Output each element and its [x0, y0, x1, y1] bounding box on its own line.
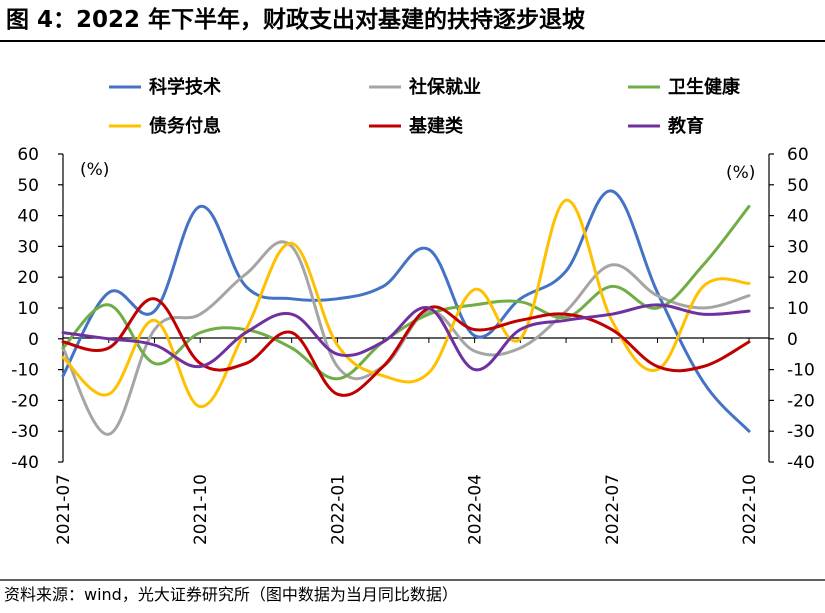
x-tick-label: 2022-01 — [328, 474, 348, 545]
left-tick-label: 10 — [17, 299, 39, 319]
legend-label-3: 债务付息 — [149, 115, 221, 137]
series-line-5 — [61, 303, 751, 372]
series-line-2 — [61, 204, 751, 381]
legend-label-0: 科学技术 — [149, 76, 221, 98]
right-tick-label: -20 — [787, 391, 815, 411]
x-tick-label: 2021-07 — [54, 474, 74, 545]
left-tick-label: 50 — [17, 176, 39, 196]
left-tick-label: -40 — [11, 453, 39, 473]
left-tick-label: 20 — [17, 268, 39, 288]
right-tick-label: -10 — [787, 361, 815, 381]
legend-label-5: 教育 — [668, 115, 704, 137]
right-tick-label: 30 — [787, 237, 809, 257]
x-ticks: 2021-07 2021-10 2022-01 2022-04 2022-07 2022-… — [54, 338, 760, 545]
series-line-0 — [61, 189, 751, 433]
right-tick-label: 40 — [787, 207, 809, 227]
right-tick-label: 0 — [787, 330, 798, 350]
right-tick-label: 20 — [787, 268, 809, 288]
source-note: 资料来源：wind，光大证券研究所（图中数据为当月同比数据） — [4, 585, 458, 604]
left-tick-label: 60 — [17, 145, 39, 165]
series-group — [61, 189, 751, 436]
x-tick-label: 2021-10 — [191, 474, 211, 545]
left-unit-label: (%) — [80, 160, 109, 180]
right-unit-label: (%) — [726, 163, 755, 183]
x-tick-label: 2022-10 — [740, 474, 760, 545]
right-tick-label: 60 — [787, 145, 809, 165]
left-y-ticks: 60 50 40 30 20 10 0 -10 -20 -30 -40 — [11, 145, 63, 473]
right-tick-label: -30 — [787, 422, 815, 442]
left-tick-label: 0 — [28, 330, 39, 350]
x-tick-label: 2022-07 — [603, 474, 623, 545]
left-tick-label: 30 — [17, 237, 39, 257]
left-tick-label: -10 — [11, 361, 39, 381]
series-line-3 — [61, 198, 751, 409]
right-y-ticks: 60 50 40 30 20 10 0 -10 -20 -30 -40 — [769, 145, 815, 473]
left-tick-label: -30 — [11, 422, 39, 442]
figure-title: 图 4：2022 年下半年，财政支出对基建的扶持逐步退坡 — [6, 6, 585, 33]
left-tick-label: 40 — [17, 207, 39, 227]
axes: (%) (%) — [62, 154, 770, 462]
series-line-4 — [61, 297, 751, 397]
legend-label-2: 卫生健康 — [668, 76, 741, 98]
right-tick-label: -40 — [787, 453, 815, 473]
legend-label-4: 基建类 — [408, 115, 464, 137]
right-tick-label: 50 — [787, 176, 809, 196]
left-tick-label: -20 — [11, 391, 39, 411]
legend-label-1: 社保就业 — [409, 76, 481, 98]
x-tick-label: 2022-04 — [466, 474, 486, 545]
right-tick-label: 10 — [787, 299, 809, 319]
